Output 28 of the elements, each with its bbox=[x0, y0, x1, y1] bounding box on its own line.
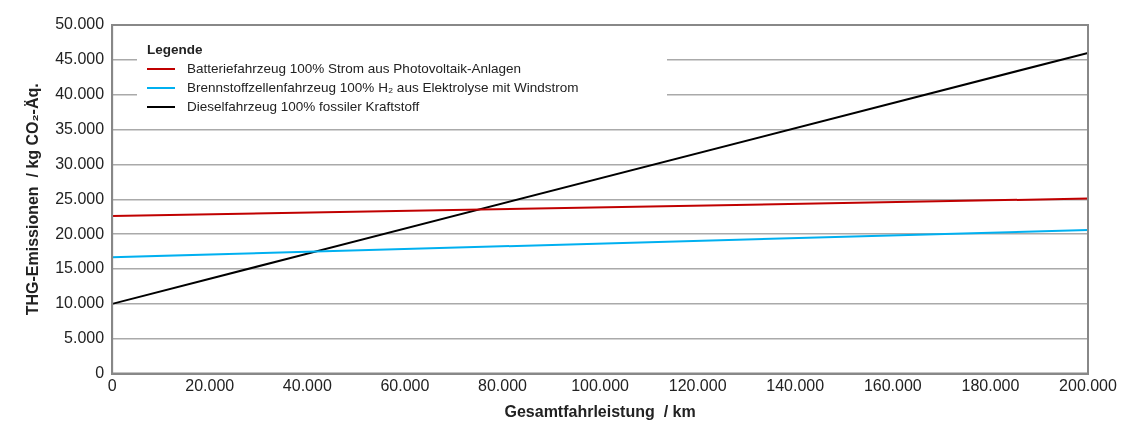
y-tick-label: 30.000 bbox=[55, 154, 105, 172]
y-tick-label: 40.000 bbox=[55, 85, 105, 103]
y-tick-label: 20.000 bbox=[55, 224, 105, 242]
legend-label: Dieselfahrzeug 100% fossiler Kraftstoff bbox=[187, 99, 420, 114]
x-tick-label: 20.000 bbox=[185, 376, 235, 394]
x-tick-label: 140.000 bbox=[766, 376, 825, 394]
y-tick-label: 10.000 bbox=[55, 294, 105, 312]
y-axis-title: THG-Emissionen / kg CO₂-Äq. bbox=[24, 83, 42, 316]
legend-title: Legende bbox=[147, 42, 204, 57]
x-tick-label: 180.000 bbox=[961, 376, 1020, 394]
x-tick-label: 80.000 bbox=[478, 376, 528, 394]
y-tick-label: 15.000 bbox=[55, 259, 105, 277]
y-tick-label: 35.000 bbox=[55, 119, 105, 137]
legend-label: Batteriefahrzeug 100% Strom aus Photovoltaik-Anlagen bbox=[187, 61, 521, 76]
x-tick-label: 100.000 bbox=[571, 376, 630, 394]
x-tick-label: 120.000 bbox=[668, 376, 727, 394]
y-tick-label: 25.000 bbox=[55, 189, 105, 207]
x-tick-label: 160.000 bbox=[863, 376, 922, 394]
legend-label: Brennstoffzellenfahrzeug 100% H₂ aus Elektrolyse mit Windstrom bbox=[187, 80, 579, 95]
x-tick-label: 40.000 bbox=[282, 376, 332, 394]
x-tick-label: 200.000 bbox=[1059, 376, 1118, 394]
y-tick-label: 50.000 bbox=[55, 15, 105, 33]
x-axis-title: Gesamtfahrleistung / km bbox=[504, 402, 696, 420]
x-tick-label: 0 bbox=[107, 376, 117, 394]
y-tick-label: 5.000 bbox=[64, 329, 105, 347]
y-tick-label: 0 bbox=[95, 364, 105, 382]
x-tick-label: 60.000 bbox=[380, 376, 430, 394]
y-tick-label: 45.000 bbox=[55, 50, 105, 68]
